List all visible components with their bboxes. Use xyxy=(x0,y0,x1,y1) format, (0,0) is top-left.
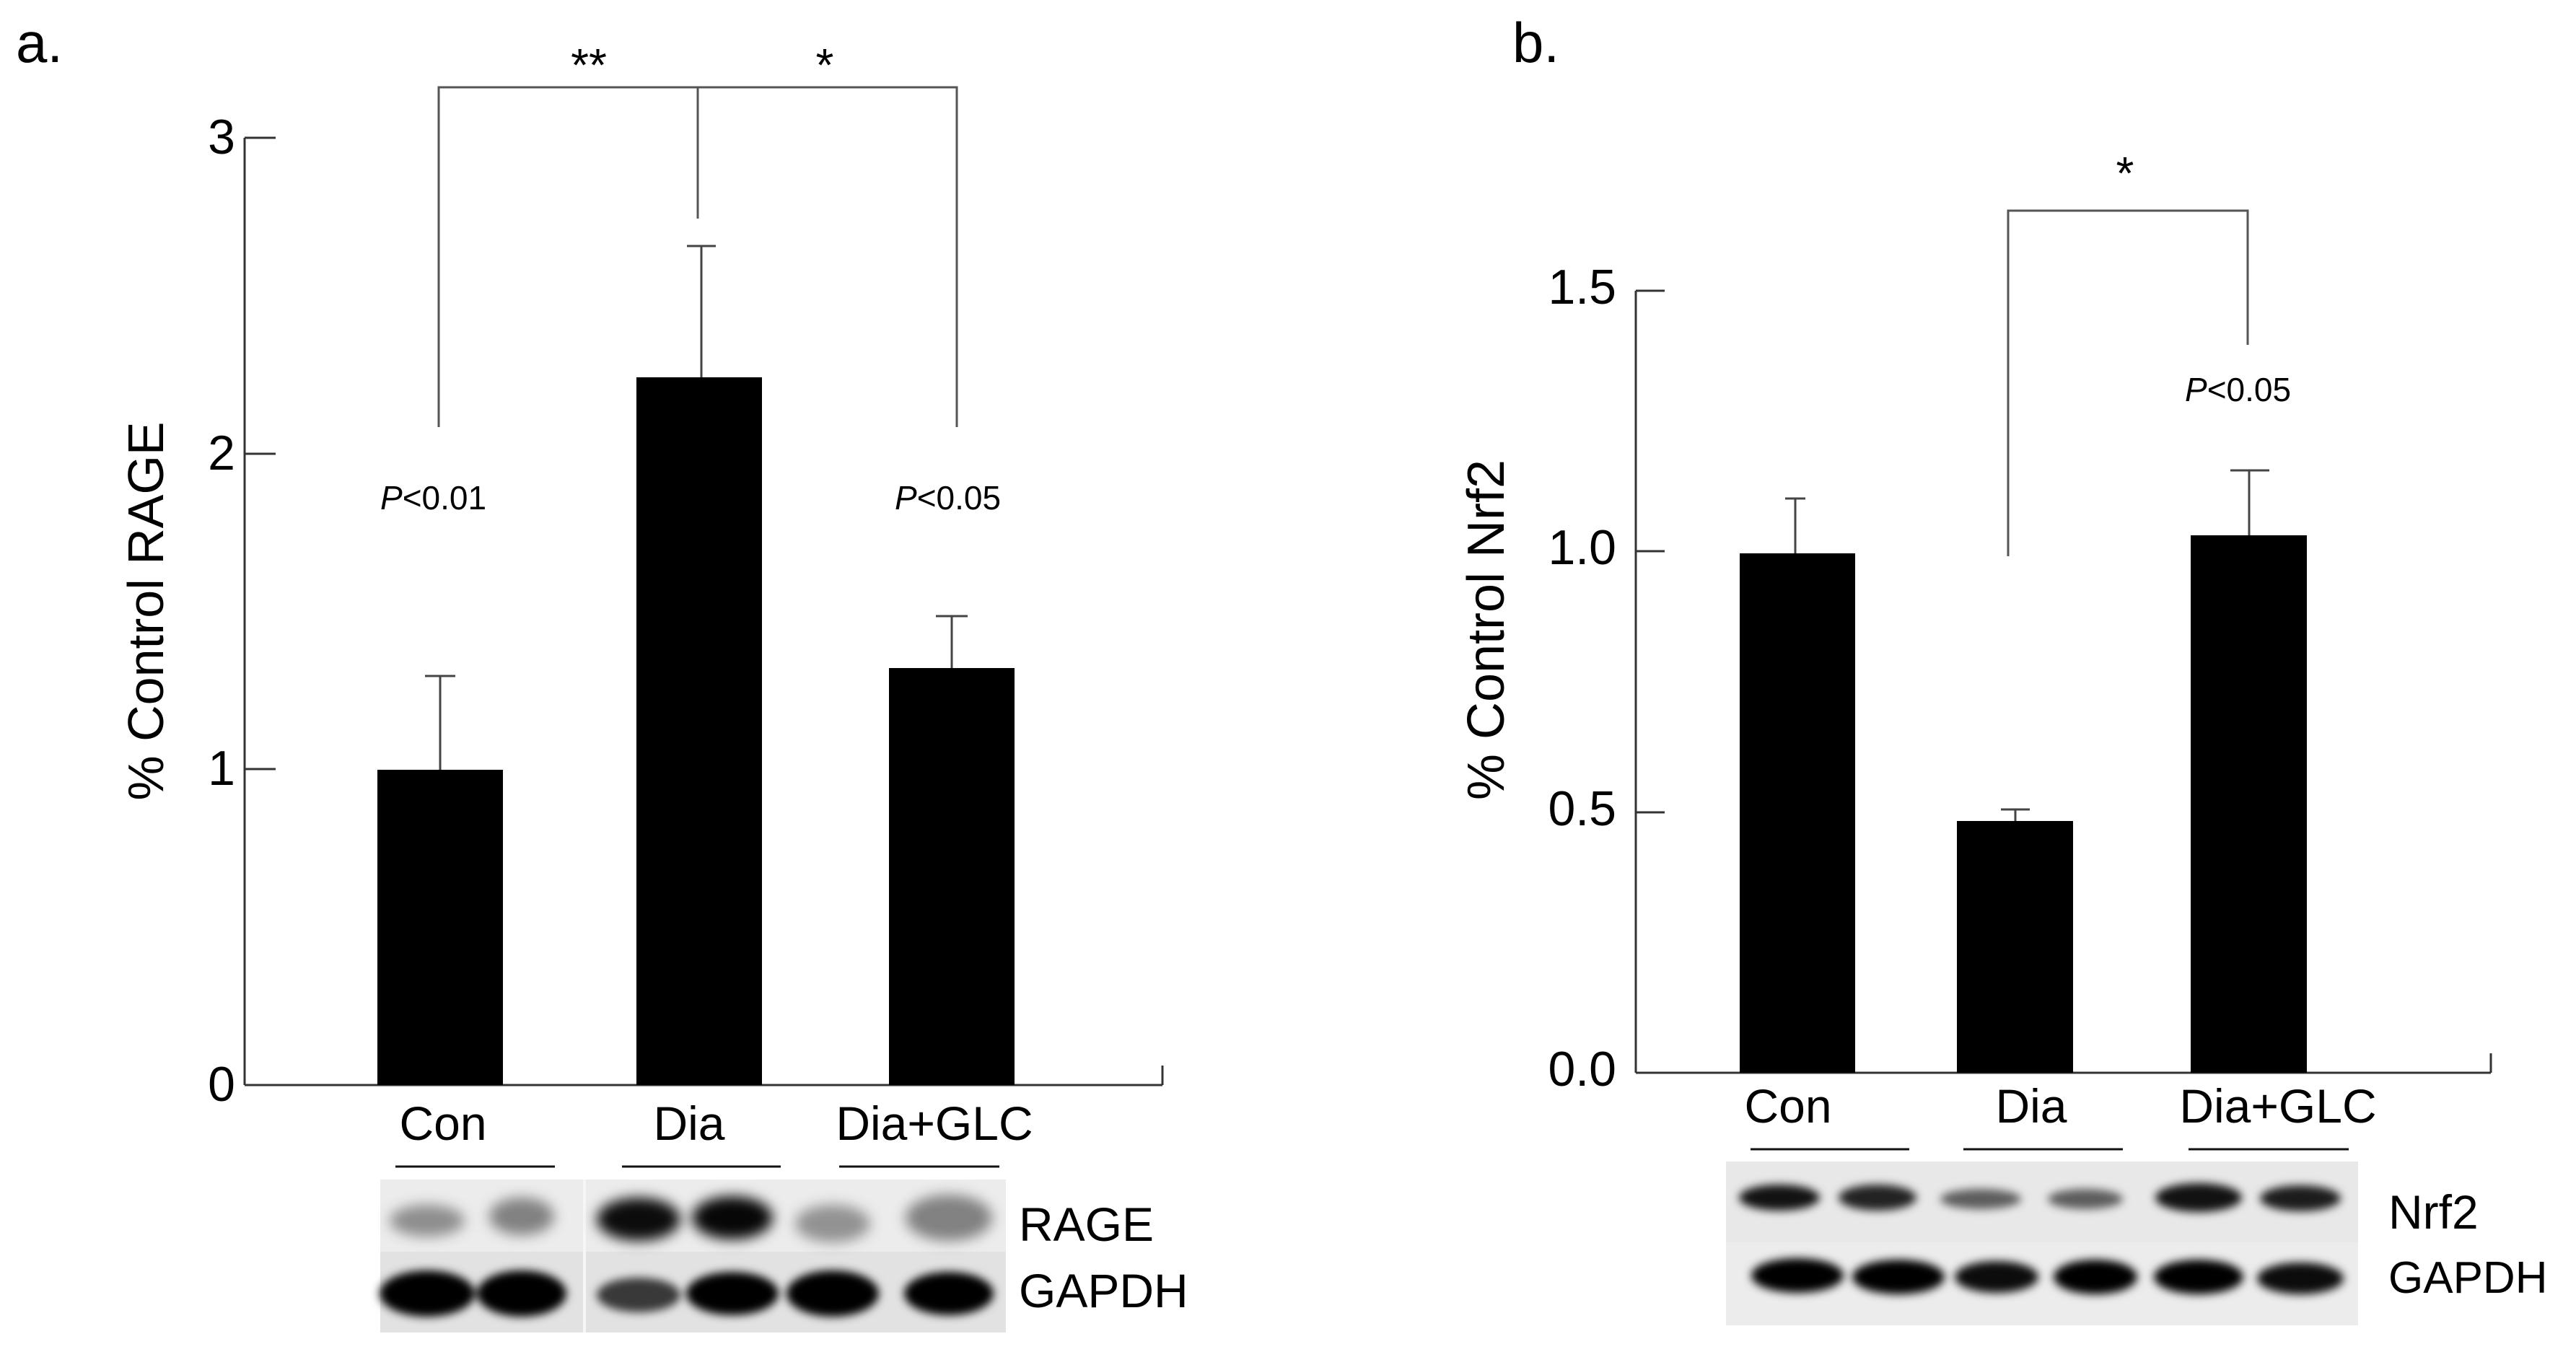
p-value-con: P<0.01 xyxy=(380,479,486,517)
x-label-dia: Dia xyxy=(1995,1079,2067,1133)
panel-b-bars xyxy=(1740,535,2307,1073)
tick-label: 1 xyxy=(208,741,235,796)
blot-label-gapdh-a: GAPDH xyxy=(1019,1264,1188,1317)
p-letter: P xyxy=(380,479,403,517)
panel-b-x-labels: Con Dia Dia+GLC xyxy=(1744,1079,2376,1133)
tick-label: 3 xyxy=(208,110,235,164)
x-label-con: Con xyxy=(399,1097,486,1150)
tick-label: 1.5 xyxy=(1548,260,1616,315)
x-label-con: Con xyxy=(1744,1079,1831,1133)
p-value-dia-glc: P<0.05 xyxy=(2185,371,2291,408)
panel-b-significance-bracket xyxy=(2007,209,2249,556)
p-letter: P xyxy=(895,479,917,517)
x-label-dia: Dia xyxy=(653,1097,724,1150)
panel-a-western-blot xyxy=(380,1180,1006,1332)
rage-bands xyxy=(390,1195,992,1242)
bar-dia-glc xyxy=(889,668,1015,1085)
tick-label: 1.0 xyxy=(1548,520,1616,575)
bar-con xyxy=(1740,553,1855,1073)
panel-a: a. % Control RAGE 3 2 1 0 xyxy=(16,11,1188,1332)
bar-con xyxy=(377,770,503,1085)
blot-label-rage: RAGE xyxy=(1019,1198,1154,1251)
gapdh-bands xyxy=(380,1270,994,1317)
panel-b-error-bars xyxy=(1785,469,2269,821)
panel-a-significance-bracket xyxy=(437,86,958,427)
x-label-dia-glc: Dia+GLC xyxy=(2179,1079,2376,1133)
panel-a-label: a. xyxy=(16,11,63,74)
tick-label: 0 xyxy=(208,1057,235,1112)
p-value-dia-glc: P<0.05 xyxy=(895,479,1001,517)
panel-b-y-axis-label: % Control Nrf2 xyxy=(1458,460,1515,800)
p-value-text: <0.05 xyxy=(917,479,1001,517)
x-label-dia-glc: Dia+GLC xyxy=(836,1097,1033,1150)
bar-dia xyxy=(636,377,762,1085)
panel-a-error-bars xyxy=(425,245,968,770)
gapdh-bands xyxy=(1751,1258,2344,1294)
panel-a-x-labels: Con Dia Dia+GLC xyxy=(399,1097,1033,1150)
panel-b-western-blot xyxy=(1726,1162,2358,1325)
blot-label-nrf2: Nrf2 xyxy=(2388,1185,2479,1239)
panel-a-y-tick-labels: 3 2 1 0 xyxy=(208,110,235,1112)
bar-dia xyxy=(1957,821,2073,1073)
tick-label: 2 xyxy=(208,426,235,480)
blot-label-gapdh-b: GAPDH xyxy=(2388,1253,2547,1303)
p-letter: P xyxy=(2185,371,2207,408)
tick-label: 0.5 xyxy=(1548,781,1616,836)
panel-b-label: b. xyxy=(1512,11,1559,74)
panel-b: b. % Control Nrf2 1.5 1.0 0.5 0.0 xyxy=(1458,11,2547,1325)
panel-a-bars xyxy=(377,377,1015,1085)
significance-marker-dia-glc: * xyxy=(2116,147,2134,199)
tick-label: 0.0 xyxy=(1548,1042,1616,1097)
p-value-text: <0.01 xyxy=(403,479,486,517)
panel-b-y-tick-labels: 1.5 1.0 0.5 0.0 xyxy=(1548,260,1616,1097)
panel-a-y-axis-label: % Control RAGE xyxy=(118,421,174,800)
significance-marker-dia-glc: * xyxy=(816,39,834,91)
bar-dia-glc xyxy=(2191,535,2307,1073)
nrf2-bands xyxy=(1739,1183,2341,1212)
significance-marker-con-dia: ** xyxy=(571,39,607,91)
p-value-text: <0.05 xyxy=(2207,371,2291,408)
